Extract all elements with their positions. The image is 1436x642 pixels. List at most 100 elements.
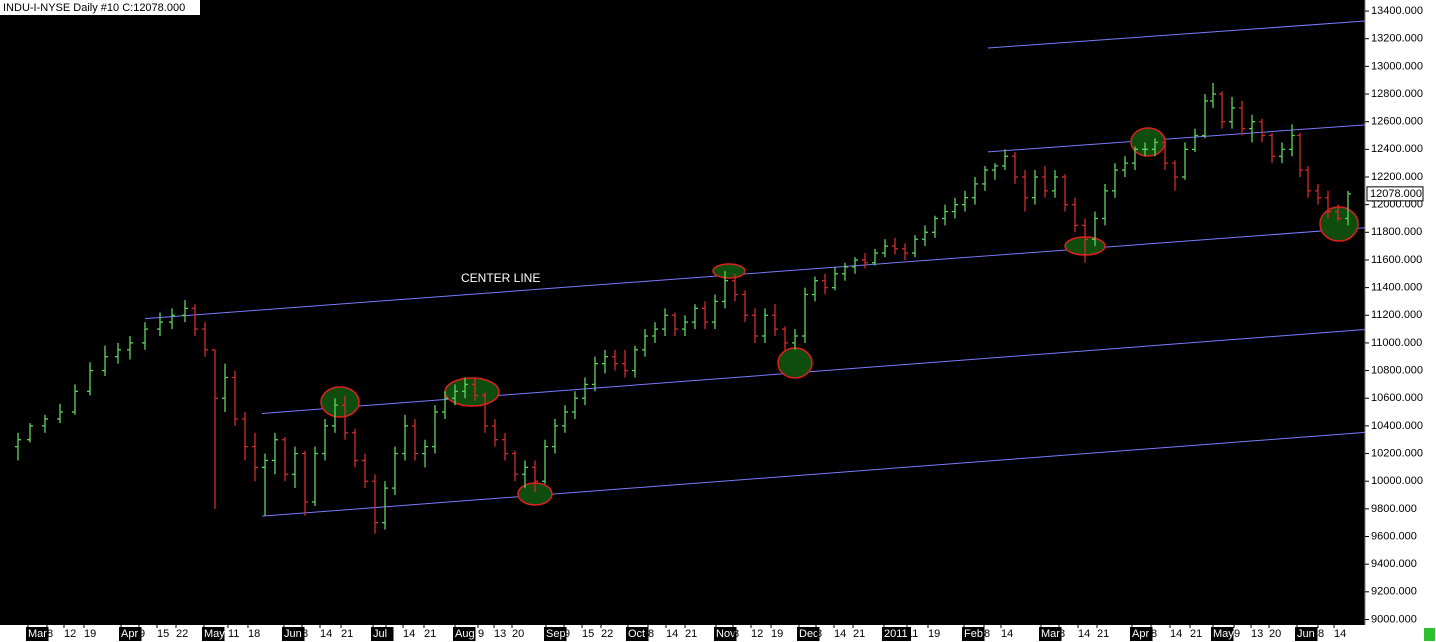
x-tick-label: 14: [834, 628, 846, 640]
y-tick-label: 10000.000: [1371, 475, 1423, 487]
y-tick-label: 13200.000: [1371, 33, 1423, 45]
x-tick-label: Jun: [1297, 628, 1315, 640]
x-tick-label-box: [453, 627, 476, 641]
y-tick-label: 11400.000: [1371, 282, 1422, 294]
y-tick-label: 9800.000: [1371, 503, 1417, 515]
x-tick-label: Jul: [373, 628, 387, 640]
y-tick-label: 9400.000: [1371, 558, 1417, 570]
x-tick-label: 22: [601, 628, 613, 640]
title-background: [0, 0, 200, 15]
highlight-ellipses: [320, 127, 1359, 506]
channel-line: [987, 20, 1366, 49]
y-tick-label: 11600.000: [1371, 254, 1422, 266]
x-tick-label: 15: [582, 628, 594, 640]
x-tick-label-box: [544, 627, 567, 641]
y-tick-label: 12200.000: [1371, 171, 1423, 183]
x-tick-label: 19: [84, 628, 96, 640]
highlight: [1319, 206, 1359, 242]
highlight: [320, 386, 360, 418]
x-tick-label-box: [714, 627, 737, 641]
x-tick-label: Oct: [628, 628, 645, 640]
x-tick-label: Mar: [1041, 628, 1060, 640]
price-bars: [15, 82, 1351, 534]
x-tick-label: 21: [685, 628, 697, 640]
x-tick-label: 19: [771, 628, 783, 640]
x-tick-label: 8: [386, 628, 392, 640]
x-tick-label: 8: [47, 628, 53, 640]
x-tick-label: 2011: [884, 628, 908, 640]
x-tick-label-box: [626, 627, 649, 641]
y-tick-label: 10600.000: [1371, 392, 1423, 404]
x-tick-label: 21: [424, 628, 436, 640]
highlight: [777, 347, 813, 379]
x-tick-label: 14: [1170, 628, 1182, 640]
y-tick-label: 9000.000: [1371, 613, 1417, 625]
x-tick-label-box: [797, 627, 820, 641]
price-axis-background: [1365, 0, 1436, 642]
x-tick-label: Nov: [716, 628, 736, 640]
x-tick-label: 8: [1318, 628, 1324, 640]
plot-background: [0, 0, 1365, 625]
status-indicator: [1424, 628, 1435, 641]
x-tick-label: 9: [478, 628, 484, 640]
x-tick-label-box: [202, 627, 225, 641]
time-axis-background: [0, 625, 1365, 642]
highlight: [712, 263, 746, 279]
trendlines: [144, 20, 1366, 517]
x-tick-label: 13: [494, 628, 506, 640]
x-tick-label: 14: [666, 628, 678, 640]
channel-line: [987, 124, 1366, 153]
last-price-label: 12078.000: [1370, 188, 1422, 200]
x-tick-label: 18: [248, 628, 260, 640]
x-tick-label: 13: [1251, 628, 1263, 640]
x-tick-label: Aug: [455, 628, 475, 640]
x-tick-label: 11: [907, 628, 918, 640]
x-tick-label-box: [282, 627, 305, 641]
x-tick-label: 19: [928, 628, 940, 640]
chart-title: INDU-I-NYSE Daily #10 C:12078.000: [3, 2, 185, 14]
x-tick-label: 8: [1059, 628, 1065, 640]
x-tick-label-box: [1295, 627, 1318, 641]
y-tick-label: 9200.000: [1371, 586, 1417, 598]
x-tick-label: 12: [751, 628, 763, 640]
channel-line: [144, 227, 1366, 320]
y-tick-label: 9600.000: [1371, 530, 1417, 542]
x-tick-label: May: [204, 628, 225, 640]
x-tick-label: 21: [341, 628, 353, 640]
x-tick-label: 9: [1234, 628, 1240, 640]
y-tick-label: 12600.000: [1371, 116, 1423, 128]
x-tick-label: 14: [403, 628, 415, 640]
x-tick-label: 21: [1190, 628, 1202, 640]
y-tick-label: 13000.000: [1371, 60, 1423, 72]
x-tick-label: 20: [512, 628, 524, 640]
x-tick-label: 22: [176, 628, 188, 640]
y-tick-label: 13400.000: [1371, 5, 1423, 17]
x-tick-label-box: [26, 627, 49, 641]
last-price-box: [1366, 186, 1424, 202]
y-tick-label: 11800.000: [1371, 226, 1422, 238]
highlight: [444, 377, 500, 407]
x-tick-label: 14: [1001, 628, 1013, 640]
x-tick-label: Mar: [28, 628, 47, 640]
y-tick-label: 12800.000: [1371, 88, 1423, 100]
channel-line: [261, 431, 1366, 517]
x-tick-label: 21: [1097, 628, 1109, 640]
x-tick-label: Apr: [1132, 628, 1149, 640]
x-tick-label: 8: [302, 628, 308, 640]
highlight: [1130, 127, 1166, 157]
y-tick-label: 12400.000: [1371, 143, 1423, 155]
x-tick-label: 9: [564, 628, 570, 640]
x-tick-label: 20: [1269, 628, 1281, 640]
x-tick-label-box: [882, 627, 911, 641]
x-tick-label-box: [1130, 627, 1153, 641]
x-tick-label: 15: [157, 628, 169, 640]
x-tick-label: Jun: [284, 628, 302, 640]
x-tick-label: 14: [1078, 628, 1090, 640]
x-tick-label-box: [1211, 627, 1234, 641]
x-tick-label: 12: [64, 628, 76, 640]
x-tick-label: 14: [1334, 628, 1346, 640]
channel-line: [261, 329, 1366, 414]
y-tick-label: 10400.000: [1371, 420, 1423, 432]
x-tick-label: 8: [648, 628, 654, 640]
